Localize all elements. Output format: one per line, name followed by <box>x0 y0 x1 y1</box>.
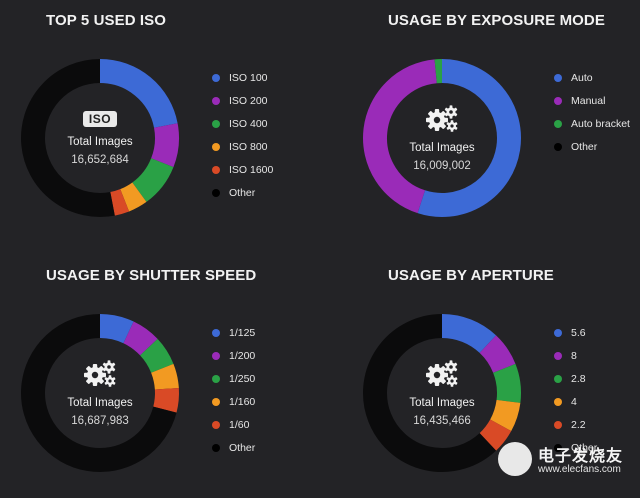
total-images-label: Total Images <box>67 136 132 148</box>
legend-item: 8 <box>554 344 597 367</box>
legend-item: ISO 200 <box>212 89 273 112</box>
legend-dot <box>554 97 562 105</box>
legend-label: Auto <box>571 72 593 84</box>
legend-item: Other <box>554 135 630 158</box>
legend-dot <box>554 375 562 383</box>
legend-dot <box>212 329 220 337</box>
legend-item: Other <box>212 181 273 204</box>
watermark-url: www.elecfans.com <box>538 464 621 475</box>
legend-dot <box>212 398 220 406</box>
legend-item: 1/60 <box>212 413 255 436</box>
donut-center: ISO Total Images 16,652,684 <box>20 58 180 218</box>
legend-dot <box>554 421 562 429</box>
legend-dot <box>554 120 562 128</box>
legend-label: Other <box>229 187 255 199</box>
legend-label: 1/60 <box>229 419 249 431</box>
elecfans-logo <box>498 442 532 476</box>
legend-dot <box>554 352 562 360</box>
legend-item: ISO 1600 <box>212 158 273 181</box>
legend-label: 2.8 <box>571 373 586 385</box>
donut-center: Total Images 16,687,983 <box>20 313 180 473</box>
legend-item: 1/250 <box>212 367 255 390</box>
iso-badge: ISO <box>83 111 117 127</box>
chart-title: USAGE BY APERTURE <box>388 267 554 284</box>
total-images-label: Total Images <box>67 397 132 409</box>
legend-label: 8 <box>571 350 577 362</box>
legend-item: Manual <box>554 89 630 112</box>
legend-label: Manual <box>571 95 605 107</box>
legend-item: 5.6 <box>554 321 597 344</box>
legend-label: 1/125 <box>229 327 255 339</box>
legend-dot <box>554 143 562 151</box>
legend-dot <box>212 74 220 82</box>
chart-title: USAGE BY EXPOSURE MODE <box>388 12 605 29</box>
watermark-name: 电子发烧友 <box>538 442 623 466</box>
legend-item: Other <box>212 436 255 459</box>
legend-dot <box>554 74 562 82</box>
legend-dot <box>212 421 220 429</box>
legend-item: ISO 800 <box>212 135 273 158</box>
legend-dot <box>212 97 220 105</box>
legend-label: Other <box>571 141 597 153</box>
legend-label: ISO 400 <box>229 118 268 130</box>
legend-label: 4 <box>571 396 577 408</box>
legend-dot <box>212 166 220 174</box>
legend-dot <box>212 189 220 197</box>
total-images-label: Total Images <box>409 397 474 409</box>
legend-item: ISO 400 <box>212 112 273 135</box>
total-images-value: 16,435,466 <box>413 415 471 427</box>
legend-item: 2.8 <box>554 367 597 390</box>
total-images-value: 16,652,684 <box>71 154 129 166</box>
legend-dot <box>554 398 562 406</box>
legend-item: 1/200 <box>212 344 255 367</box>
legend-dot <box>212 143 220 151</box>
gears-icon <box>425 359 459 389</box>
legend-label: ISO 100 <box>229 72 268 84</box>
legend-item: 1/125 <box>212 321 255 344</box>
legend-label: 1/200 <box>229 350 255 362</box>
legend-dot <box>212 120 220 128</box>
legend-label: 5.6 <box>571 327 586 339</box>
legend-label: ISO 1600 <box>229 164 273 176</box>
legend-label: Other <box>229 442 255 454</box>
total-images-value: 16,009,002 <box>413 160 471 172</box>
donut-center: Total Images 16,009,002 <box>362 58 522 218</box>
legend: Auto Manual Auto bracket Other <box>554 66 630 158</box>
chart-title: USAGE BY SHUTTER SPEED <box>46 267 256 284</box>
total-images-value: 16,687,983 <box>71 415 129 427</box>
legend-item: Auto <box>554 66 630 89</box>
total-images-label: Total Images <box>409 142 474 154</box>
legend-item: 1/160 <box>212 390 255 413</box>
chart-panel-iso: TOP 5 USED ISO ISO Total Images 16,652,6… <box>0 0 320 243</box>
legend-label: 1/160 <box>229 396 255 408</box>
legend-item: 2.2 <box>554 413 597 436</box>
chart-panel-shutter: USAGE BY SHUTTER SPEED Total Images 16,6… <box>0 255 320 498</box>
legend-dot <box>554 329 562 337</box>
chart-title: TOP 5 USED ISO <box>46 12 166 29</box>
legend-dot <box>212 352 220 360</box>
legend-item: ISO 100 <box>212 66 273 89</box>
gears-icon <box>83 359 117 389</box>
legend-label: 1/250 <box>229 373 255 385</box>
gears-icon <box>425 104 459 134</box>
legend-label: ISO 800 <box>229 141 268 153</box>
legend-label: 2.2 <box>571 419 586 431</box>
legend-label: ISO 200 <box>229 95 268 107</box>
legend-dot <box>212 375 220 383</box>
legend: ISO 100 ISO 200 ISO 400 ISO 800 ISO 1600 Othe… <box>212 66 273 204</box>
legend: 1/125 1/200 1/250 1/160 1/60 Other <box>212 321 255 459</box>
elecfans-watermark: 电子发烧友 www.elecfans.com <box>498 438 636 484</box>
legend-label: Auto bracket <box>571 118 630 130</box>
legend-item: 4 <box>554 390 597 413</box>
chart-panel-exposure: USAGE BY EXPOSURE MODE Total Images 16,0… <box>342 0 640 243</box>
legend-item: Auto bracket <box>554 112 630 135</box>
legend-dot <box>212 444 220 452</box>
